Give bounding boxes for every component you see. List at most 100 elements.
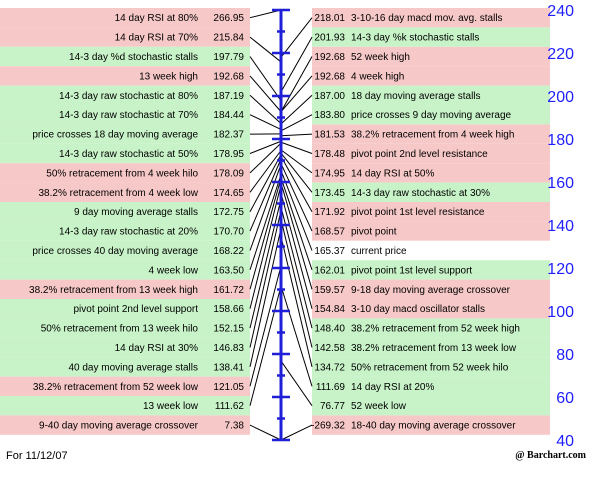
- left-row-band: [0, 8, 250, 28]
- right-row-value: 183.80: [314, 110, 345, 121]
- left-row-label: 9-40 day moving average crossover: [39, 421, 199, 432]
- left-row-band: [0, 357, 250, 377]
- right-row-value: 168.57: [314, 227, 345, 238]
- left-row-band: [0, 299, 250, 319]
- right-row-label: 38.2% retracement from 13 week low: [351, 343, 517, 354]
- right-row-label: 3-10-16 day macd mov. avg. stalls: [351, 13, 503, 24]
- left-row-label: 14-3 day raw stochastic at 20%: [59, 227, 198, 238]
- price-axis: [272, 8, 290, 442]
- right-leader-line: [280, 219, 313, 348]
- right-row-band: [312, 66, 550, 86]
- right-leader-line: [280, 360, 313, 406]
- scale-tick-label: 180: [547, 132, 574, 149]
- left-row-value: 174.65: [213, 188, 244, 199]
- left-row-band: [0, 240, 250, 261]
- left-leader-line: [249, 424, 282, 441]
- left-row-band: [0, 260, 250, 280]
- right-row-band: [312, 46, 550, 67]
- left-row-band: [0, 337, 250, 358]
- left-row-band: [0, 318, 250, 338]
- left-row-band: [0, 46, 250, 67]
- right-row-value: 187.00: [314, 91, 345, 102]
- left-row-label: 9 day moving average stalls: [74, 207, 198, 218]
- left-row-label: 40 day moving average stalls: [68, 362, 198, 373]
- right-leader-line: [280, 75, 313, 113]
- left-leader-line: [249, 142, 282, 174]
- right-leader-line: [280, 206, 313, 329]
- left-leader-line: [249, 178, 282, 290]
- left-row-label: 14-3 day %d stochastic stalls: [69, 52, 198, 63]
- right-row-label: pivot point: [351, 227, 397, 238]
- right-row-value: 162.01: [314, 265, 345, 276]
- right-row-band: [312, 105, 550, 125]
- left-row-value: 158.66: [213, 304, 244, 315]
- right-leader-line: [280, 285, 313, 387]
- left-row-value: 168.22: [213, 246, 244, 257]
- price-scale: 240 220 200 180 160 140 120 100 80 60 40: [547, 3, 574, 450]
- right-leader-line: [280, 36, 313, 93]
- left-row-value: 152.15: [213, 324, 244, 335]
- right-leader-line: [280, 56, 313, 112]
- left-leader-line: [249, 158, 282, 232]
- left-leader-line: [249, 285, 282, 406]
- scale-tick-label: 140: [547, 218, 574, 235]
- left-row-band: [0, 396, 250, 416]
- left-row-label: pivot point 2nd level support: [73, 304, 198, 315]
- left-leader-line: [249, 154, 282, 212]
- left-row-label: price crosses 18 day moving average: [32, 130, 198, 141]
- right-row-label: 52 week high: [351, 52, 410, 63]
- right-row-value: 174.95: [314, 168, 345, 179]
- right-row-value: 181.53: [314, 130, 345, 141]
- right-row-value: 171.92: [314, 207, 345, 218]
- row-bands: [0, 8, 550, 435]
- scale-tick-label: 100: [547, 304, 574, 321]
- scale-tick-label: 120: [547, 261, 574, 278]
- right-row-band: [312, 279, 550, 299]
- left-row-label: 13 week high: [139, 71, 198, 82]
- right-row-value: 134.72: [314, 362, 345, 373]
- right-leader-line: [280, 141, 313, 154]
- left-leader-line: [249, 265, 282, 387]
- scale-tick-label: 240: [547, 3, 574, 20]
- left-row-label: 14 day RSI at 30%: [115, 343, 198, 354]
- right-leader-line: [280, 163, 313, 232]
- right-row-label: 38.2% retracement from 4 week high: [351, 130, 514, 141]
- left-leader-line: [249, 198, 282, 329]
- left-row-value: 182.37: [213, 130, 244, 141]
- right-row-label: 14-3 day %k stochastic stalls: [351, 33, 479, 44]
- left-leader-line: [249, 164, 282, 251]
- right-row-band: [312, 182, 550, 202]
- left-row-value: 197.79: [213, 52, 244, 63]
- left-leader-line: [249, 174, 282, 271]
- left-row-band: [0, 27, 250, 47]
- right-leader-line: [280, 182, 313, 290]
- right-row-band: [312, 240, 550, 261]
- scale-tick-label: 80: [556, 347, 574, 364]
- left-leader-line: [249, 184, 282, 309]
- right-row-label: 9-18 day moving average crossover: [351, 285, 511, 296]
- right-row-value: 142.58: [314, 343, 345, 354]
- right-row-value: 192.68: [314, 52, 345, 63]
- right-leader-line: [280, 152, 313, 193]
- right-leader-line: [280, 177, 313, 271]
- right-row-label: current price: [351, 246, 407, 257]
- left-leader-line: [249, 36, 282, 63]
- right-row-label: pivot point 1st level support: [351, 265, 472, 276]
- left-row-value: 7.38: [225, 421, 245, 432]
- right-row-band: [312, 376, 550, 396]
- right-leader-line: [280, 192, 313, 309]
- right-row-band: [312, 27, 550, 47]
- left-row-band: [0, 85, 250, 105]
- right-row-value: 218.01: [314, 13, 345, 24]
- left-row-band: [0, 143, 250, 164]
- footer-date: For 11/12/07: [6, 450, 68, 462]
- leader-lines: [249, 9, 313, 441]
- right-row-value: 192.68: [314, 71, 345, 82]
- left-row-label: 50% retracement from 4 week hilo: [46, 168, 198, 179]
- right-row-band: [312, 163, 550, 183]
- left-row-value: 146.83: [213, 343, 244, 354]
- left-row-band: [0, 202, 250, 222]
- left-leader-line: [249, 94, 282, 124]
- right-row-value: 173.45: [314, 188, 345, 199]
- right-row-label: 18 day moving average stalls: [351, 91, 481, 102]
